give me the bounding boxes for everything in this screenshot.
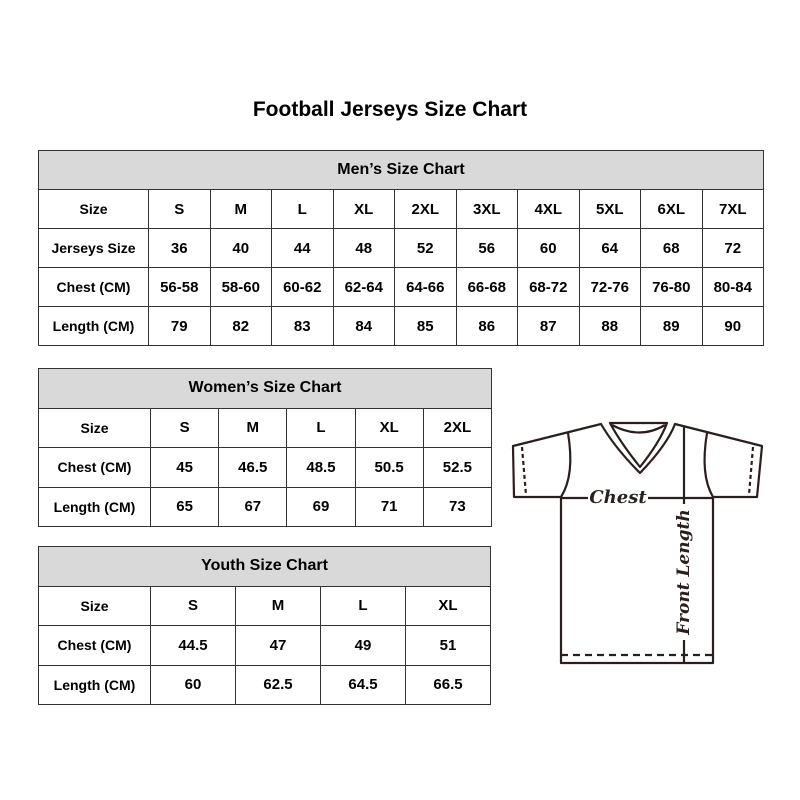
table-cell: 50.5 [354,447,424,488]
youth-size-table: Youth Size Chart Size S M L XL Chest (CM) 44.5 4… [38,546,491,705]
table-row: Chest (CM) 44.5 47 49 51 [38,625,491,666]
page-title: Football Jerseys Size Chart [252,98,528,121]
table-cell: 48.5 [286,447,356,488]
table-cell: 65 [149,486,220,527]
row-label: Jerseys Size [38,228,149,268]
table-cell: 60 [150,664,236,705]
table-cell: XL [354,407,424,448]
table-cell: 36 [148,228,211,268]
table-cell: 48 [332,228,395,268]
table-cell: 51 [405,625,491,666]
table-cell: 66-68 [455,267,518,307]
table-cell: L [286,407,356,448]
table-cell: 56-58 [148,267,211,307]
table-cell: 62.5 [235,664,321,705]
table-cell: M [218,407,288,448]
table-cell: 52.5 [422,447,493,488]
table-cell: S [150,585,236,626]
table-cell: 86 [455,306,518,346]
table-cell: 64.5 [320,664,406,705]
row-label: Size [38,585,151,626]
table-cell: 87 [517,306,580,346]
table-cell: 40 [209,228,272,268]
womens-size-table: Women’s Size Chart Size S M L XL 2XL Chest (CM)… [38,368,493,527]
table-cell: 60-62 [271,267,334,307]
table-cell: 5XL [578,189,641,229]
table-cell: 71 [354,486,424,527]
table-row: Size S M L XL 2XL 3XL 4XL 5XL 6XL 7XL [38,189,764,229]
table-cell: 85 [394,306,457,346]
table-cell: XL [332,189,395,229]
table-cell: L [320,585,406,626]
row-label: Size [38,189,149,229]
front-length-label: Front Length [674,509,694,635]
table-cell: 7XL [701,189,764,229]
table-row: Length (CM) 79 82 83 84 85 86 87 88 89 90 [38,306,764,346]
table-cell: 79 [148,306,211,346]
table-heading: Women’s Size Chart [38,368,492,409]
table-cell: 90 [701,306,764,346]
row-label: Chest (CM) [38,447,151,488]
table-row: Chest (CM) 45 46.5 48.5 50.5 52.5 [38,447,493,488]
table-cell: 82 [209,306,272,346]
table-cell: 62-64 [332,267,395,307]
table-cell: 80-84 [701,267,764,307]
table-cell: 88 [578,306,641,346]
table-row: Length (CM) 65 67 69 71 73 [38,486,493,527]
jersey-outline [511,422,764,665]
row-label: Length (CM) [38,486,151,527]
table-heading: Men’s Size Chart [38,150,764,190]
table-cell: 60 [517,228,580,268]
table-heading: Youth Size Chart [38,546,491,587]
table-cell: 44.5 [150,625,236,666]
table-cell: 67 [218,486,288,527]
table-cell: 72-76 [578,267,641,307]
table-cell: 66.5 [405,664,491,705]
table-cell: 76-80 [640,267,703,307]
row-label: Size [38,407,151,448]
table-cell: 68-72 [517,267,580,307]
row-label: Chest (CM) [38,625,151,666]
table-cell: XL [405,585,491,626]
mens-size-table: Men’s Size Chart Size S M L XL 2XL 3XL 4XL 5XL 6XL… [38,150,764,346]
table-cell: 45 [149,447,220,488]
row-label: Length (CM) [38,306,149,346]
table-cell: M [235,585,321,626]
table-row: Length (CM) 60 62.5 64.5 66.5 [38,664,491,705]
table-cell: 2XL [422,407,493,448]
table-cell: L [271,189,334,229]
table-cell: 6XL [640,189,703,229]
table-row: Jerseys Size 36 40 44 48 52 56 60 64 68 72 [38,228,764,268]
table-cell: 47 [235,625,321,666]
table-cell: S [149,407,220,448]
table-cell: 68 [640,228,703,268]
table-row: Size S M L XL [38,585,491,626]
table-cell: 73 [422,486,493,527]
table-cell: 44 [271,228,334,268]
chest-label: Chest [589,487,647,508]
table-cell: 49 [320,625,406,666]
table-cell: 69 [286,486,356,527]
table-cell: 84 [332,306,395,346]
table-row: Size S M L XL 2XL [38,407,493,448]
